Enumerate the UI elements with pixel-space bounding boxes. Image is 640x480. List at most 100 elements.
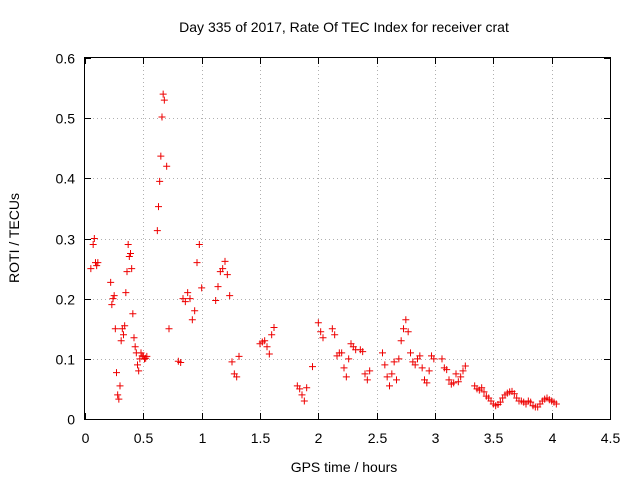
x-tick-label: 3.5 [484, 430, 504, 446]
data-point [188, 316, 196, 324]
data-point [160, 96, 168, 104]
x-tick-label: 4.5 [601, 430, 621, 446]
x-tick-label: 3 [432, 430, 440, 446]
y-tick-label: 0 [67, 412, 75, 428]
data-point [120, 331, 127, 339]
data-point [552, 400, 560, 408]
data-point [454, 378, 462, 386]
data-point [459, 367, 467, 375]
data-point [107, 278, 115, 286]
data-point [328, 325, 336, 333]
data-point [135, 367, 143, 375]
data-point [193, 259, 201, 267]
data-point [153, 227, 161, 235]
data-point [228, 358, 236, 366]
data-point [363, 376, 371, 384]
data-point [226, 292, 234, 300]
x-tick-label: 0.5 [134, 430, 154, 446]
data-point [263, 343, 271, 351]
data-point [214, 283, 222, 291]
data-point [113, 369, 120, 377]
data-point [265, 350, 273, 358]
data-point [114, 391, 122, 399]
data-point [115, 395, 123, 403]
data-point [359, 348, 367, 356]
data-point [393, 376, 400, 384]
data-point [345, 355, 353, 363]
data-point [116, 382, 124, 390]
plot-frame [84, 57, 611, 420]
data-point [94, 259, 102, 267]
data-point [155, 203, 162, 211]
data-point [191, 307, 199, 315]
data-point [117, 337, 125, 345]
data-point [300, 397, 308, 405]
data-point [452, 370, 460, 378]
data-point [87, 265, 95, 273]
x-tick-label: 1 [199, 430, 207, 446]
data-point [268, 331, 276, 339]
data-point [158, 113, 166, 121]
x-tick-label: 2 [315, 430, 323, 446]
y-axis-label: ROTI / TECUs [6, 193, 22, 283]
data-point [143, 352, 151, 360]
x-axis-label: GPS time / hours [291, 459, 398, 475]
data-point [388, 370, 396, 378]
data-point [407, 349, 414, 357]
data-point [430, 355, 438, 363]
data-point [438, 355, 446, 363]
data-point [298, 391, 306, 399]
data-point [340, 364, 348, 372]
data-point [527, 398, 535, 406]
data-point [221, 257, 229, 265]
data-point [198, 284, 206, 292]
data-point [450, 379, 458, 387]
data-point [331, 331, 339, 339]
data-point [128, 265, 136, 273]
data-point [129, 310, 137, 318]
data-point [418, 364, 426, 372]
x-tick-label: 4 [549, 430, 557, 446]
data-point [319, 334, 327, 342]
data-point [165, 325, 173, 333]
data-point [445, 376, 453, 384]
data-point [90, 235, 98, 242]
data-point [111, 325, 119, 333]
data-point [402, 316, 410, 324]
data-point [261, 337, 269, 345]
data-point [137, 349, 145, 357]
data-point [186, 295, 194, 303]
data-point [181, 298, 189, 306]
data-point [93, 262, 101, 270]
data-point [212, 296, 220, 304]
data-point [89, 241, 97, 249]
data-point [416, 352, 424, 360]
data-point [233, 373, 241, 381]
data-point [338, 349, 346, 357]
data-point [478, 384, 486, 392]
data-point [123, 268, 131, 276]
data-point [480, 388, 488, 396]
data-point [314, 319, 322, 327]
data-point [303, 384, 311, 392]
x-tick-label: 1.5 [251, 430, 271, 446]
data-point [127, 250, 134, 258]
data-point [142, 354, 150, 362]
data-point [131, 343, 139, 351]
data-point [400, 325, 407, 333]
data-point [125, 253, 133, 261]
data-points [87, 90, 560, 411]
data-point [395, 355, 403, 363]
data-point [184, 289, 192, 297]
data-point [130, 334, 138, 342]
data-point [163, 162, 171, 170]
data-point [496, 398, 504, 406]
data-point [121, 322, 129, 330]
data-point [461, 362, 469, 370]
data-point [390, 358, 398, 366]
data-point [223, 271, 231, 279]
y-tick-label: 0.5 [56, 111, 76, 127]
x-tick-label: 2.5 [368, 430, 388, 446]
data-point [159, 90, 167, 98]
